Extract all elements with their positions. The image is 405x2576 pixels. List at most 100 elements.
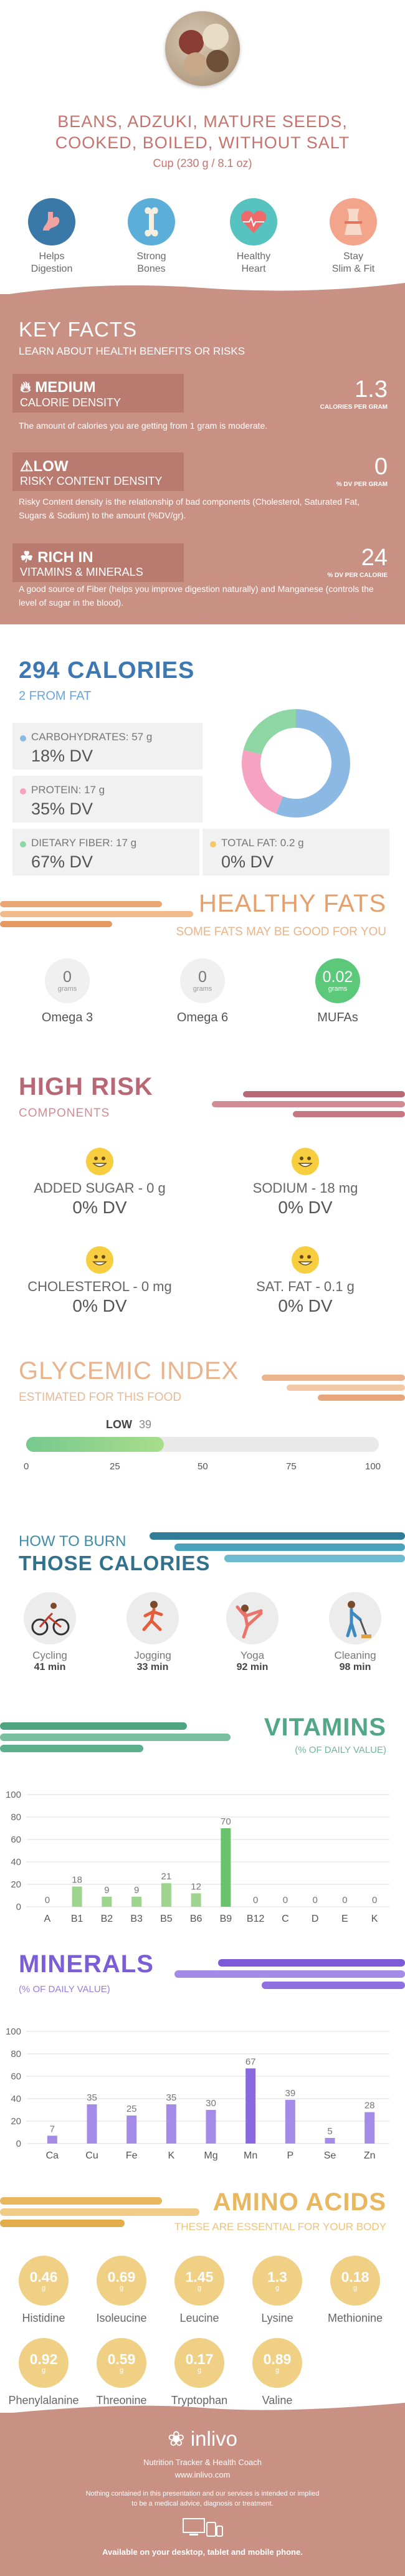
donut-slice <box>242 750 284 814</box>
bar-value-label: 28 <box>364 2101 375 2111</box>
vitamins-minerals-unit: % DV PER CALORIE <box>327 572 388 579</box>
burn-jogging: Jogging 33 min <box>115 1592 190 1673</box>
y-tick-label: 0 <box>16 2139 21 2149</box>
amino-name: Methionine <box>327 2312 383 2324</box>
bar-value-label: 39 <box>285 2088 295 2099</box>
risk-sat-fat: SAT. FAT - 0.1 g 0% DV <box>221 1246 389 1316</box>
key-facts-subtitle: LEARN ABOUT HEALTH BENEFITS OR RISKS <box>19 345 245 357</box>
footer-tagline: Nutrition Tracker & Health Coach <box>143 2458 262 2467</box>
calorie-density-desc: The amount of calories you are getting f… <box>19 421 268 431</box>
bar-value-label: 12 <box>191 1881 201 1892</box>
y-tick-label: 20 <box>11 1879 21 1890</box>
beans-bowl-image <box>165 11 240 86</box>
stripe-decoration <box>212 1091 405 1117</box>
footer-disclaimer-2: to be a medical advice, diagnosis or tre… <box>131 2500 274 2507</box>
calorie-density-value: 1.3 <box>355 376 388 403</box>
legend-dot <box>20 841 26 847</box>
vitamins-minerals-tag: ☘︎ RICH IN VITAMINS & MINERALS <box>12 543 184 582</box>
bar <box>206 2110 216 2144</box>
risk-added-sugar: ADDED SUGAR - 0 g 0% DV <box>16 1148 184 1218</box>
risky-content-desc: Risky Content density is the relationshi… <box>19 497 360 520</box>
y-tick-label: 60 <box>11 1834 21 1845</box>
amino-unit: g <box>275 2367 280 2374</box>
amino-badge: 0.89 g <box>252 2338 302 2388</box>
bar <box>161 1883 171 1907</box>
benefit-digestion: Helps Digestion <box>17 198 86 275</box>
amino-value: 0.18 <box>341 2269 369 2285</box>
x-tick-label: K <box>371 1914 378 1924</box>
x-tick-label: D <box>312 1914 319 1924</box>
calories-subtitle: 2 FROM FAT <box>19 689 92 703</box>
stripe-decoration <box>0 1722 231 1752</box>
amino-value: 1.45 <box>185 2269 214 2285</box>
stripe-decoration <box>174 1959 405 1989</box>
footer-availability: Available on your desktop, tablet and mo… <box>102 2547 303 2557</box>
burn-title-line2: THOSE CALORIES <box>19 1552 211 1575</box>
y-tick-label: 40 <box>11 1857 21 1868</box>
bar <box>364 2112 375 2144</box>
inlivo-logo-icon: ❀ <box>167 2427 185 2450</box>
bar-value-label: 0 <box>45 1895 50 1906</box>
benefit-bones: Strong Bones <box>117 198 186 275</box>
amino-value: 1.3 <box>267 2269 287 2285</box>
amino-value: 0.59 <box>107 2351 136 2367</box>
y-tick-label: 100 <box>6 1790 21 1800</box>
fat-omega3: 0 grams Omega 3 <box>17 958 117 1025</box>
vitamins-bar-chart: 0 20 40 60 80 100 0 A 18 B1 9 B2 9 B3 21 B5 12 B6 70 B9 0 B12… <box>6 1790 389 1924</box>
x-tick-label: E <box>341 1914 348 1924</box>
bar-value-label: 7 <box>50 2124 55 2134</box>
amino-name: Threonine <box>96 2394 147 2407</box>
fat-omega6: 0 grams Omega 6 <box>153 958 252 1025</box>
y-tick-label: 0 <box>16 1902 21 1912</box>
bar-value-label: 0 <box>283 1895 288 1906</box>
y-tick-label: 80 <box>11 2049 21 2059</box>
x-tick-label: C <box>282 1914 289 1924</box>
wave-divider <box>0 616 405 624</box>
amino-name: Phenylalanine <box>8 2394 79 2407</box>
x-tick-label: Mg <box>204 2150 217 2161</box>
key-facts-title: KEY FACTS <box>19 318 137 341</box>
healthy-fats-title: HEALTHY FATS <box>199 890 386 917</box>
bar <box>325 2138 335 2144</box>
amino-unit: g <box>197 2284 202 2292</box>
glycemic-marker-label: LOW 39 <box>106 1418 152 1431</box>
amino-badge: 1.45 g <box>174 2256 224 2306</box>
bar-value-label: 70 <box>221 1816 231 1827</box>
y-tick-label: 20 <box>11 2116 21 2127</box>
x-tick-label: P <box>287 2150 293 2161</box>
healthy-fats-subtitle: SOME FATS MAY BE GOOD FOR YOU <box>176 925 386 938</box>
stripe-decoration <box>0 2197 199 2227</box>
footer: ❀ inlivo Nutrition Tracker & Health Coac… <box>0 2403 405 2576</box>
nutrient-fiber: DIETARY FIBER: 17 g 67% DV <box>12 829 199 875</box>
glycemic-track <box>26 1437 379 1452</box>
amino-badge: 0.92 g <box>19 2338 69 2388</box>
amino-value: 0.92 <box>29 2351 58 2367</box>
bar-value-label: 9 <box>134 1885 139 1896</box>
donut-slice <box>243 709 297 755</box>
amino-badge: 0.69 g <box>97 2256 146 2306</box>
x-tick-label: B1 <box>71 1914 83 1924</box>
footer-url[interactable]: www.inlivo.com <box>174 2470 231 2479</box>
x-tick-label: A <box>44 1914 51 1924</box>
minerals-bar-chart: 0 20 40 60 80 100 7 Ca 35 Cu 25 Fe 35 K 30 Mg 67 Mn 39 P 5 Se… <box>6 2026 389 2161</box>
yoga-icon <box>226 1592 279 1644</box>
vitamins-minerals-value: 24 <box>361 545 388 571</box>
amino-name: Tryptophan <box>171 2394 228 2407</box>
risk-cholesterol: CHOLESTEROL - 0 mg 0% DV <box>16 1246 184 1316</box>
burn-cycling: Cycling 41 min <box>12 1592 87 1673</box>
minerals-subtitle: (% OF DAILY VALUE) <box>19 1984 110 1995</box>
stomach-icon <box>28 198 75 246</box>
amino-unit: g <box>41 2367 46 2374</box>
nutrient-protein: PROTEIN: 17 g 35% DV <box>12 776 202 823</box>
amino-unit: g <box>41 2284 46 2292</box>
bone-icon <box>128 198 175 246</box>
amino-acid-histidine: 0.46 g Histidine <box>6 2256 81 2325</box>
bar <box>72 1886 82 1907</box>
stripe-decoration <box>262 1375 405 1401</box>
donut-slice <box>275 709 350 818</box>
y-tick-label: 80 <box>11 1812 21 1823</box>
legend-dot <box>20 788 26 794</box>
stripe-decoration <box>0 901 193 927</box>
bar <box>126 2116 137 2144</box>
amino-unit: g <box>119 2367 124 2374</box>
